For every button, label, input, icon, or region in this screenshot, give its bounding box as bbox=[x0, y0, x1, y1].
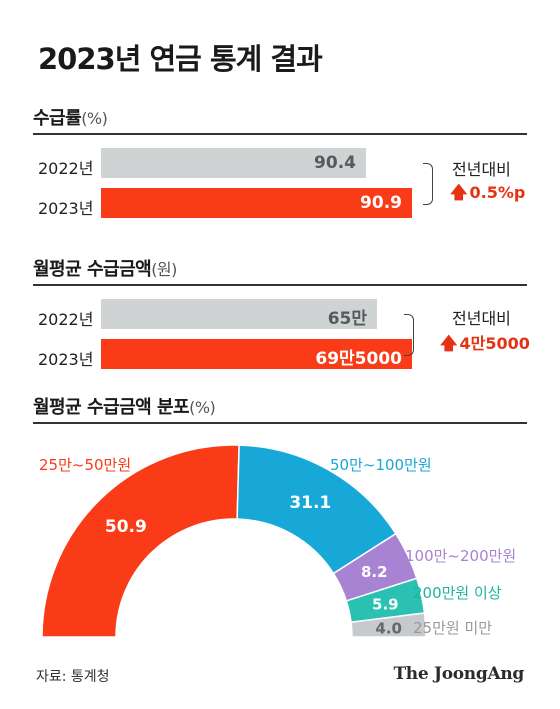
compare-value-amount: 🡅 4만5000 bbox=[440, 330, 530, 360]
up-arrow-icon: 🡅 bbox=[450, 183, 468, 203]
section-title-amount-text: 월평균 수급금액 bbox=[33, 259, 152, 280]
donut-value-label-2: 31.1 bbox=[289, 493, 331, 513]
donut-value-label-4: 5.9 bbox=[372, 595, 399, 613]
section-title-rate-text: 수급률 bbox=[33, 108, 82, 129]
compare-value-amount-text: 4만5000 bbox=[459, 334, 530, 353]
section-title-distribution-text: 월평균 수급금액 분포 bbox=[33, 397, 190, 418]
year-label-2022-amount: 2022년 bbox=[38, 310, 94, 329]
section-rule-distribution bbox=[33, 422, 527, 424]
bar-value-rate-2023: 90.9 bbox=[360, 193, 402, 213]
section-title-distribution-unit: (%) bbox=[189, 398, 216, 417]
compare-label-amount: 전년대비 bbox=[452, 309, 511, 328]
compare-value-rate-text: 0.5%p bbox=[469, 183, 526, 202]
donut-value-label-3: 8.2 bbox=[361, 563, 388, 581]
donut-category-label-1: 25만~50만원 bbox=[39, 456, 131, 474]
donut-value-label-5: 4.0 bbox=[375, 619, 402, 637]
donut-category-label-2: 50만~100만원 bbox=[330, 456, 432, 474]
year-label-2023: 2023년 bbox=[38, 199, 94, 218]
compare-label-rate: 전년대비 bbox=[452, 160, 511, 179]
donut-value-label-1: 50.9 bbox=[105, 517, 147, 537]
compare-bracket-rate bbox=[423, 163, 433, 205]
source-note: 자료: 통계청 bbox=[36, 669, 110, 685]
donut-slice-1 bbox=[41, 444, 240, 638]
donut-category-label-5: 25만원 미만 bbox=[413, 619, 492, 637]
section-rule-rate bbox=[33, 133, 527, 135]
bar-value-amount-2023: 69만5000 bbox=[315, 349, 402, 369]
bar-value-rate-2022: 90.4 bbox=[314, 153, 356, 173]
section-rule-amount bbox=[33, 284, 527, 286]
bar-rate-2022: 90.4 bbox=[101, 148, 366, 178]
up-arrow-icon: 🡅 bbox=[440, 334, 458, 354]
section-title-rate-unit: (%) bbox=[81, 109, 108, 128]
compare-value-rate: 🡅 0.5%p bbox=[450, 180, 525, 209]
section-title-amount: 월평균 수급금액(원) bbox=[33, 255, 177, 281]
compare-bracket-amount bbox=[404, 314, 414, 356]
page-title: 2023년 연금 통계 결과 bbox=[38, 42, 323, 76]
bar-amount-2022: 65만 bbox=[101, 299, 377, 329]
donut-category-label-4: 200만원 이상 bbox=[413, 584, 502, 602]
bar-amount-2023: 69만5000 bbox=[101, 339, 412, 369]
bar-rate-2023: 90.9 bbox=[101, 188, 412, 218]
year-label-2022: 2022년 bbox=[38, 159, 94, 178]
section-title-rate: 수급률(%) bbox=[33, 104, 108, 130]
section-title-distribution: 월평균 수급금액 분포(%) bbox=[33, 393, 216, 419]
publisher-logo: The JoongAng bbox=[393, 664, 524, 684]
section-title-amount-unit: (원) bbox=[151, 260, 177, 279]
donut-category-label-3: 100만~200만원 bbox=[405, 547, 516, 565]
bar-value-amount-2022: 65만 bbox=[327, 309, 367, 329]
donut-slice-5 bbox=[350, 612, 427, 638]
year-label-2023-amount: 2023년 bbox=[38, 350, 94, 369]
